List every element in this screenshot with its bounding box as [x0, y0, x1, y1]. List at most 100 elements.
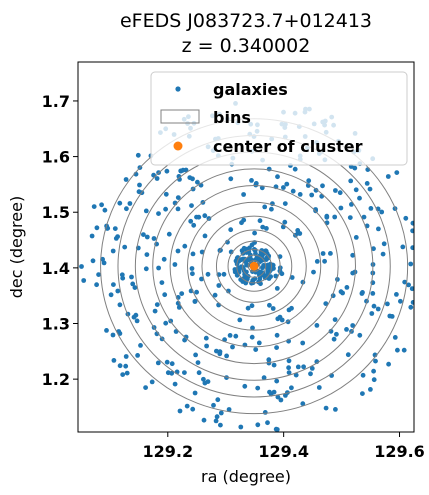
galaxy-point	[99, 202, 104, 208]
bin-circle	[236, 249, 272, 284]
galaxy-point	[289, 275, 295, 280]
galaxy-point	[371, 246, 376, 252]
galaxy-point	[409, 286, 414, 292]
galaxy-point	[111, 358, 117, 363]
galaxy-point	[131, 314, 137, 320]
galaxy-point	[102, 207, 108, 213]
galaxy-point	[91, 204, 97, 210]
galaxy-point	[385, 301, 390, 307]
galaxy-point	[261, 263, 266, 268]
galaxy-point	[194, 289, 200, 295]
galaxy-point	[182, 370, 187, 375]
galaxy-point	[249, 334, 255, 340]
galaxy-point	[361, 214, 367, 220]
galaxy-point	[165, 370, 171, 376]
galaxy-point	[292, 166, 298, 172]
galaxy-point	[265, 420, 270, 426]
galaxy-point	[135, 353, 141, 358]
legend-center-marker	[173, 141, 183, 151]
galaxy-point	[252, 230, 257, 236]
galaxy-point	[101, 260, 107, 266]
galaxy-point	[353, 235, 359, 240]
galaxy-point	[151, 236, 157, 241]
galaxy-point	[324, 214, 330, 220]
galaxy-point	[189, 203, 194, 209]
galaxy-point	[189, 266, 195, 271]
galaxy-point	[144, 234, 150, 240]
galaxy-point	[247, 255, 253, 261]
bin-circle	[247, 260, 261, 273]
galaxy-point	[238, 424, 244, 430]
galaxy-point	[320, 183, 325, 189]
galaxy-point	[290, 188, 296, 194]
galaxy-point	[177, 408, 183, 414]
plot-frame	[77, 61, 415, 433]
galaxy-point	[271, 389, 277, 395]
galaxy-point	[123, 354, 129, 359]
galaxy-point	[313, 187, 319, 193]
galaxy-point	[196, 370, 202, 376]
galaxy-point	[408, 304, 414, 310]
galaxy-point	[311, 269, 316, 275]
galaxy-point	[215, 397, 221, 403]
galaxy-point	[201, 417, 207, 423]
galaxy-point	[90, 258, 96, 264]
galaxy-point	[192, 390, 198, 396]
galaxy-point	[204, 343, 210, 349]
galaxy-point	[228, 176, 234, 182]
galaxy-point	[205, 271, 211, 277]
galaxy-point	[360, 372, 366, 378]
galaxy-point	[293, 372, 299, 378]
galaxy-point	[195, 179, 200, 185]
galaxy-point	[323, 405, 329, 411]
galaxy-point	[275, 174, 280, 180]
galaxy-point	[403, 215, 409, 221]
galaxy-point	[401, 347, 407, 353]
galaxy-point	[89, 233, 95, 239]
galaxy-point	[205, 379, 211, 384]
galaxy-point	[212, 292, 218, 298]
legend-galaxies-marker	[175, 86, 181, 92]
galaxy-point	[191, 222, 197, 228]
galaxy-point	[172, 262, 178, 267]
galaxy-point	[143, 208, 149, 214]
chart-title: eFEDS J083723.7+012413	[120, 10, 372, 32]
galaxy-point	[120, 275, 126, 281]
galaxy-point	[323, 301, 329, 306]
galaxy-point	[320, 251, 326, 256]
galaxy-point	[402, 279, 408, 285]
galaxy-point	[163, 191, 169, 197]
galaxy-point	[193, 352, 199, 358]
galaxy-point	[230, 344, 235, 350]
galaxy-point	[190, 251, 196, 257]
galaxy-point	[258, 269, 263, 275]
galaxy-point	[163, 320, 169, 326]
galaxy-point	[316, 385, 322, 390]
galaxy-point	[239, 220, 244, 226]
galaxy-point	[224, 353, 230, 359]
x-tick-label: 129.2	[142, 442, 193, 461]
bin-circle	[227, 240, 281, 292]
galaxy-point	[115, 288, 121, 294]
galaxy-point	[138, 343, 143, 348]
galaxy-point	[154, 176, 160, 181]
galaxy-point	[371, 368, 376, 374]
galaxy-point	[274, 332, 280, 338]
galaxy-point	[261, 375, 267, 381]
galaxy-point	[270, 306, 276, 311]
galaxy-point	[385, 174, 391, 179]
galaxy-point	[237, 317, 243, 323]
galaxy-point	[166, 231, 172, 237]
x-tick-label: 129.4	[258, 442, 309, 461]
galaxy-point	[381, 241, 387, 247]
galaxy-point	[175, 206, 181, 212]
galaxy-point	[408, 261, 414, 267]
galaxy-point	[175, 195, 181, 201]
galaxy-point	[281, 185, 286, 190]
galaxy-point	[216, 283, 222, 288]
galaxy-point	[176, 305, 182, 310]
galaxy-point	[269, 206, 274, 212]
galaxy-point	[129, 274, 134, 280]
galaxy-point	[300, 340, 306, 346]
galaxy-point	[214, 348, 219, 354]
